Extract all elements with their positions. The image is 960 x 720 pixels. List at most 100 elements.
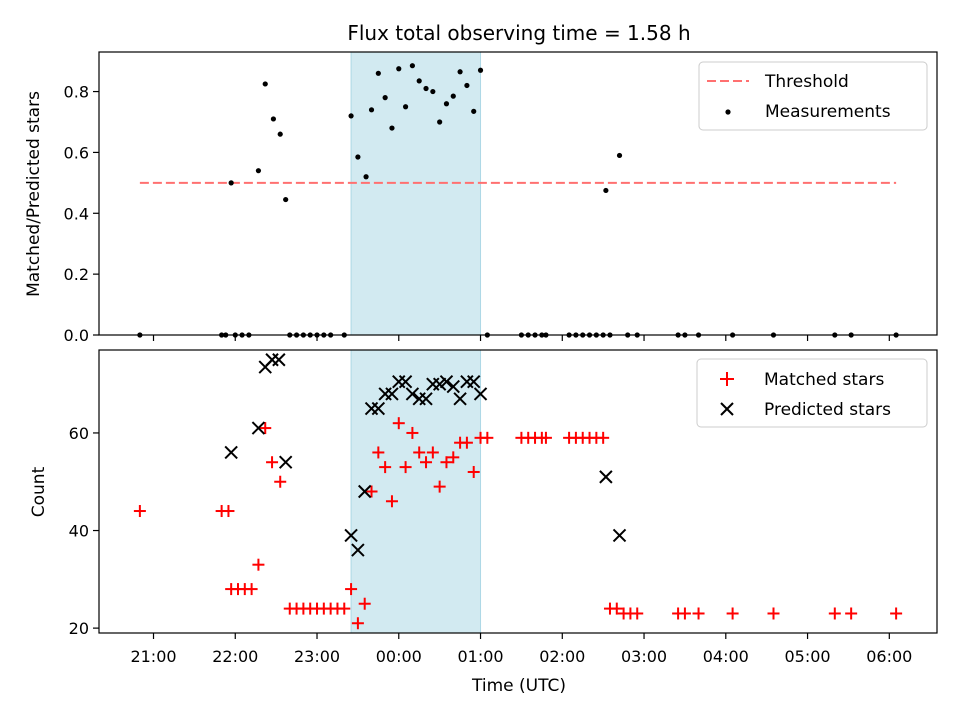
predicted-star-point — [224, 445, 238, 460]
matched-star-point — [481, 431, 494, 444]
x-tick-label: 04:00 — [703, 647, 749, 666]
bottom-legend: Matched stars Predicted stars — [696, 358, 928, 428]
predicted-star-point — [371, 401, 386, 416]
measurement-point — [464, 82, 470, 89]
matched-star-point — [372, 446, 385, 459]
top-panel: 0.00.20.40.60.8 Matched/Predicted stars … — [24, 51, 938, 345]
bottom-y-axis: 20 40 60 — [69, 424, 99, 638]
top-y-axis: 0.0 0.2 0.4 0.6 0.8 — [64, 83, 890, 345]
measurement-point — [363, 174, 369, 180]
measurement-point — [616, 152, 623, 159]
measurement-point — [389, 125, 395, 131]
bottom-y-tick-label: 60 — [69, 424, 89, 443]
matched-star-point — [266, 456, 279, 469]
legend-measurements-swatch — [725, 109, 731, 115]
predicted-star-point — [473, 387, 488, 401]
matched-stars-points — [133, 417, 903, 630]
matched-star-point — [358, 597, 371, 610]
measurement-point — [443, 101, 450, 107]
predicted-star-point — [439, 375, 454, 389]
measurement-point — [396, 66, 402, 72]
measurement-point — [409, 63, 415, 69]
matched-star-point — [447, 451, 460, 464]
matched-star-point — [597, 431, 610, 444]
predicted-star-point — [344, 528, 358, 543]
x-axis: 21:00 22:00 23:00 00:00 01:00 02:00 03:00 04:00… — [130, 633, 912, 666]
bottom-panel: 20 40 60 21:00 22:00 23:00 00:00 01:00 02:00 03:… — [29, 349, 938, 696]
predicted-star-point — [278, 455, 293, 469]
x-tick-label: 21:00 — [130, 647, 176, 666]
predicted-star-point — [446, 379, 460, 394]
measurement-point — [262, 81, 268, 87]
measurement-point — [283, 196, 289, 203]
matched-star-point — [845, 607, 858, 620]
x-tick-label: 03:00 — [621, 647, 667, 666]
matched-star-point — [692, 607, 705, 620]
measurement-point — [430, 88, 436, 95]
matched-star-point — [426, 446, 439, 459]
bottom-y-tick-label: 40 — [69, 522, 89, 541]
top-y-tick-label: 0.4 — [64, 204, 89, 223]
top-legend-box — [698, 61, 928, 131]
matched-star-point — [351, 617, 364, 630]
measurement-point — [255, 168, 262, 174]
matched-star-point — [610, 602, 623, 615]
top-y-tick-label: 0.8 — [64, 83, 89, 102]
x-tick-label: 02:00 — [539, 647, 585, 666]
matched-star-point — [828, 607, 841, 620]
matched-star-point — [133, 505, 146, 518]
measurement-point — [270, 116, 277, 122]
matched-star-point — [539, 431, 552, 444]
measurement-point — [382, 95, 388, 101]
chart-title: Flux total observing time = 1.58 h — [347, 21, 690, 45]
measurement-point — [457, 69, 463, 75]
x-tick-label: 05:00 — [784, 647, 830, 666]
predicted-star-point — [612, 528, 627, 543]
measurement-point — [416, 78, 422, 84]
x-tick-label: 00:00 — [376, 647, 422, 666]
matched-star-point — [726, 607, 739, 620]
top-y-tick-label: 0.6 — [64, 143, 89, 162]
predicted-star-point — [453, 392, 467, 406]
predicted-star-point — [405, 387, 420, 401]
measurement-point — [277, 131, 283, 137]
legend-measurements-label: Measurements — [765, 102, 891, 122]
legend-threshold-label: Threshold — [764, 72, 849, 92]
measurement-point — [228, 180, 234, 186]
matched-star-point — [420, 456, 433, 469]
bottom-y-tick-label: 20 — [69, 619, 89, 638]
measurement-point — [423, 85, 429, 92]
matched-star-point — [245, 583, 258, 596]
predicted-star-point — [265, 353, 279, 367]
top-y-tick-label: 0.2 — [64, 265, 89, 284]
matched-star-point — [890, 607, 903, 620]
x-axis-label: Time (UTC) — [471, 676, 566, 696]
legend-predicted-label: Predicted stars — [764, 400, 891, 420]
matched-star-point — [767, 607, 780, 620]
matched-star-point — [385, 495, 398, 508]
matched-star-point — [678, 607, 691, 620]
predicted-star-point — [351, 543, 365, 557]
bottom-y-axis-label: Count — [29, 466, 49, 517]
matched-star-point — [274, 475, 287, 488]
x-tick-label: 22:00 — [212, 647, 258, 666]
measurement-point — [603, 187, 609, 194]
predicted-star-point — [358, 484, 372, 499]
predicted-star-point — [272, 353, 286, 367]
predicted-stars-points — [224, 353, 627, 557]
matched-star-point — [406, 426, 419, 439]
top-y-tick-label: 0.0 — [64, 326, 89, 345]
x-tick-label: 23:00 — [294, 647, 340, 666]
top-plot-frame — [98, 51, 938, 336]
matched-star-point — [399, 461, 412, 474]
matched-star-point — [222, 505, 235, 518]
matched-star-point — [338, 602, 351, 615]
bottom-legend-box — [696, 358, 928, 428]
matched-star-point — [413, 446, 426, 459]
measurement-point — [368, 107, 375, 113]
matched-star-point — [460, 436, 473, 449]
matched-star-point — [440, 456, 453, 469]
predicted-star-point — [251, 421, 266, 435]
predicted-star-point — [385, 387, 399, 401]
